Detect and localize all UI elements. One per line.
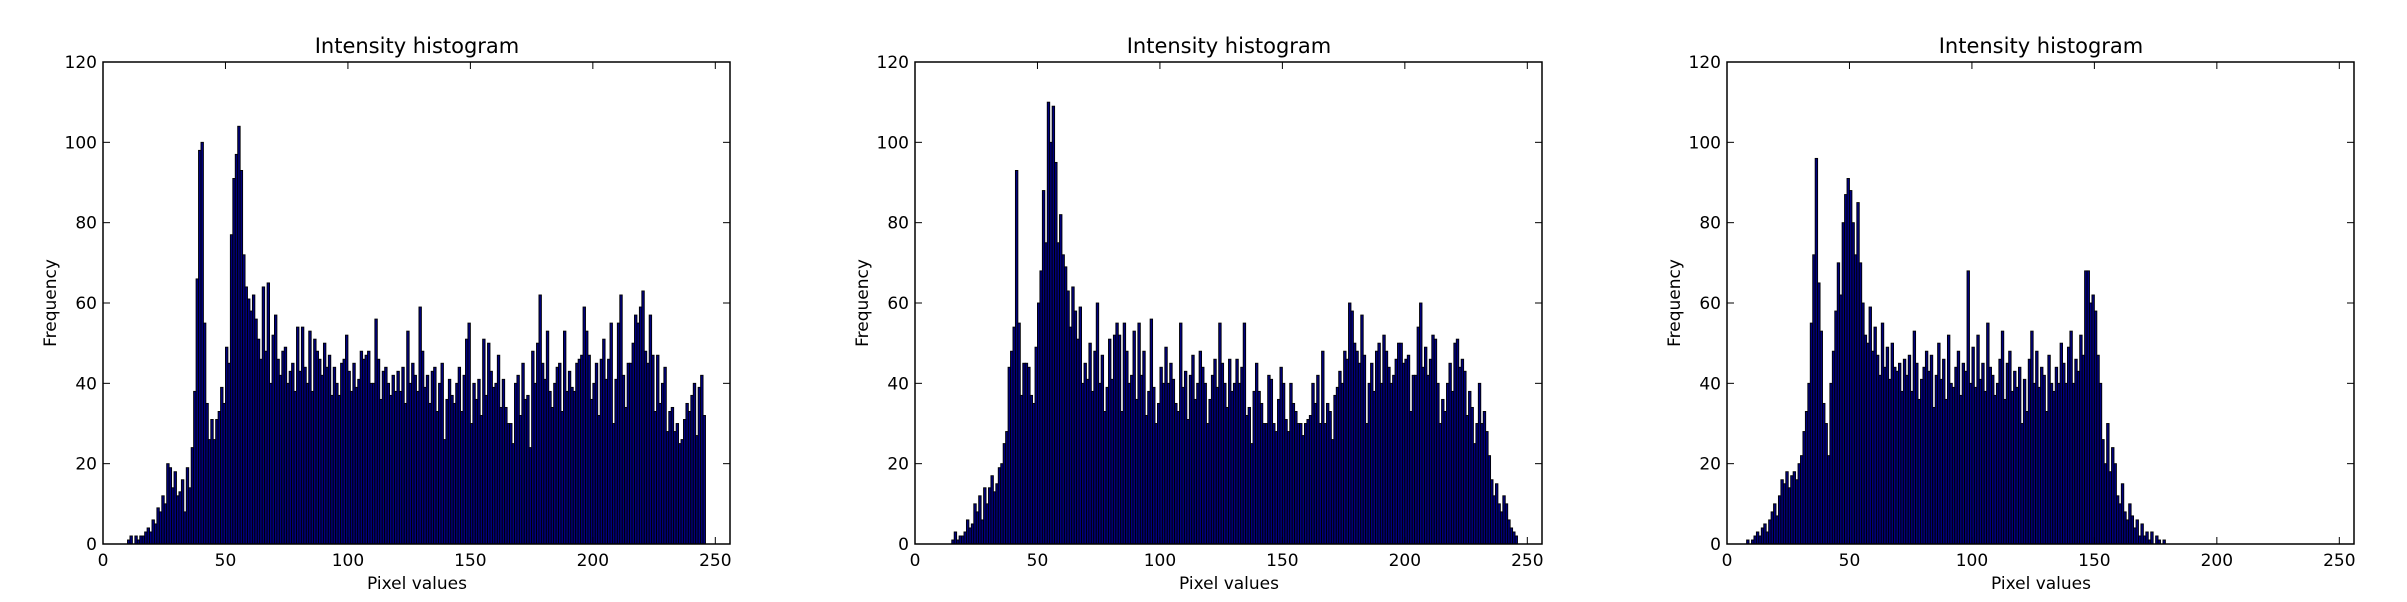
histogram-bar: [129, 535, 133, 545]
y-tick-label: 0: [898, 535, 909, 555]
y-tick-label: 60: [75, 294, 97, 314]
y-tick-label: 60: [1699, 294, 1721, 314]
y-tick-label: 20: [887, 455, 909, 475]
bars: [127, 125, 706, 545]
y-tick-label: 80: [75, 214, 97, 234]
bars: [1746, 157, 2166, 545]
x-axis-label: Pixel values: [367, 574, 467, 594]
chart-title: Intensity histogram: [1939, 34, 2144, 58]
y-tick-label: 80: [1699, 214, 1721, 234]
x-tick-label: 250: [2323, 551, 2355, 571]
y-axis-label: Frequency: [41, 259, 61, 347]
ticks: 0 50 100 150 200 250 0 20 40 60 80 100 120: [1689, 53, 2356, 571]
chart-title: Intensity histogram: [315, 34, 520, 58]
y-tick-label: 100: [877, 133, 909, 153]
x-tick-label: 100: [332, 551, 364, 571]
y-tick-label: 100: [65, 133, 97, 153]
y-tick-label: 0: [86, 535, 97, 555]
y-tick-label: 40: [75, 374, 97, 394]
subplot-3: Intensity histogram 0 50 100 150 200 250 0 20 40…: [1665, 34, 2356, 594]
y-tick-label: 20: [75, 455, 97, 475]
y-tick-label: 60: [887, 294, 909, 314]
x-tick-label: 0: [910, 551, 921, 571]
x-tick-label: 200: [2201, 551, 2233, 571]
x-tick-label: 200: [577, 551, 609, 571]
x-tick-label: 150: [1266, 551, 1298, 571]
x-axis-label: Pixel values: [1991, 574, 2091, 594]
y-tick-label: 20: [1699, 455, 1721, 475]
histogram-bar: [1514, 535, 1518, 545]
x-tick-label: 50: [1839, 551, 1861, 571]
y-tick-label: 0: [1710, 535, 1721, 555]
x-tick-label: 250: [699, 551, 731, 571]
x-tick-label: 150: [454, 551, 486, 571]
x-tick-label: 200: [1389, 551, 1421, 571]
x-axis-label: Pixel values: [1179, 574, 1279, 594]
x-tick-label: 0: [98, 551, 109, 571]
x-tick-label: 250: [1511, 551, 1543, 571]
y-tick-label: 80: [887, 214, 909, 234]
y-tick-label: 120: [877, 53, 909, 73]
bars: [951, 101, 1518, 545]
y-tick-label: 120: [1689, 53, 1721, 73]
y-axis-label: Frequency: [853, 259, 873, 347]
subplot-2: Intensity histogram 0 50 100 150 200 250 0 20 40…: [853, 34, 1544, 594]
x-tick-label: 50: [215, 551, 237, 571]
y-tick-label: 40: [887, 374, 909, 394]
ticks: 0 50 100 150 200 250 0 20 40 60 80 100 120: [65, 53, 732, 571]
x-tick-label: 0: [1722, 551, 1733, 571]
x-tick-label: 100: [1144, 551, 1176, 571]
x-tick-label: 50: [1027, 551, 1049, 571]
ticks: 0 50 100 150 200 250 0 20 40 60 80 100 120: [877, 53, 1544, 571]
y-axis-label: Frequency: [1665, 259, 1685, 347]
subplot-1: Intensity histogram 0 50 100 150 200 250 0 20 40…: [41, 34, 732, 594]
y-tick-label: 40: [1699, 374, 1721, 394]
x-tick-label: 100: [1956, 551, 1988, 571]
chart-title: Intensity histogram: [1127, 34, 1332, 58]
y-tick-label: 100: [1689, 133, 1721, 153]
histogram-bar: [702, 415, 706, 545]
histogram-bar: [2150, 531, 2154, 545]
y-tick-label: 120: [65, 53, 97, 73]
x-tick-label: 150: [2078, 551, 2110, 571]
